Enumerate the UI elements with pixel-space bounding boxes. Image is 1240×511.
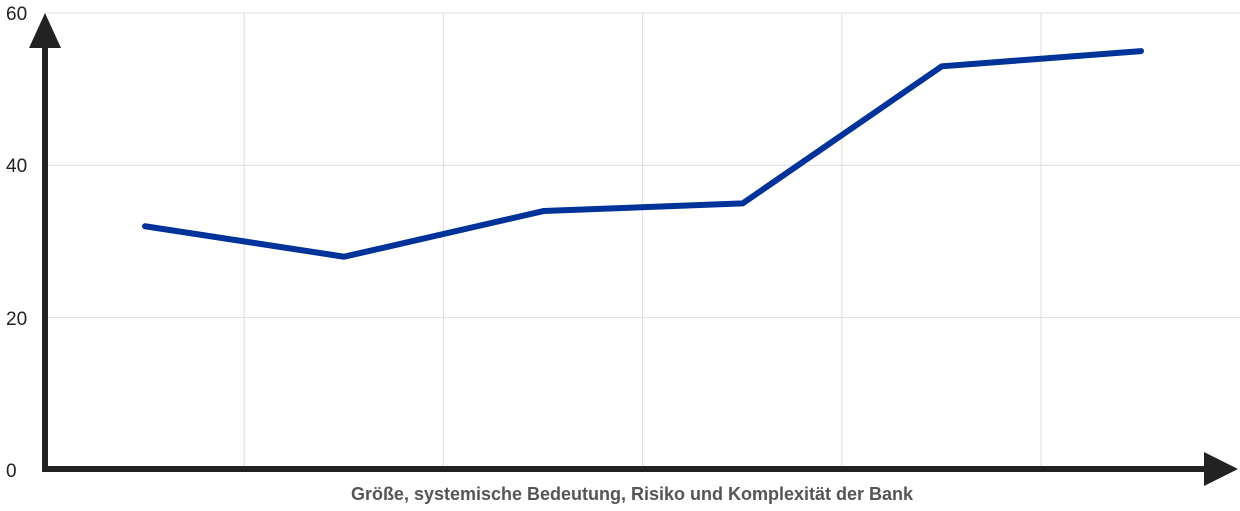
x-axis-arrow (1204, 452, 1238, 486)
x-axis-title: Größe, systemische Bedeutung, Risiko und… (351, 484, 914, 504)
y-tick-label-40: 40 (6, 156, 27, 177)
axes (29, 13, 1238, 486)
y-tick-label-0: 0 (6, 461, 17, 482)
y-tick-label-60: 60 (6, 4, 27, 25)
y-axis-arrow (29, 13, 61, 48)
series (142, 48, 1144, 260)
grid (45, 12, 1240, 470)
y-tick-label-20: 20 (6, 309, 27, 330)
series-line (142, 48, 1144, 260)
y-tick-labels: 0 20 40 60 (6, 4, 27, 482)
